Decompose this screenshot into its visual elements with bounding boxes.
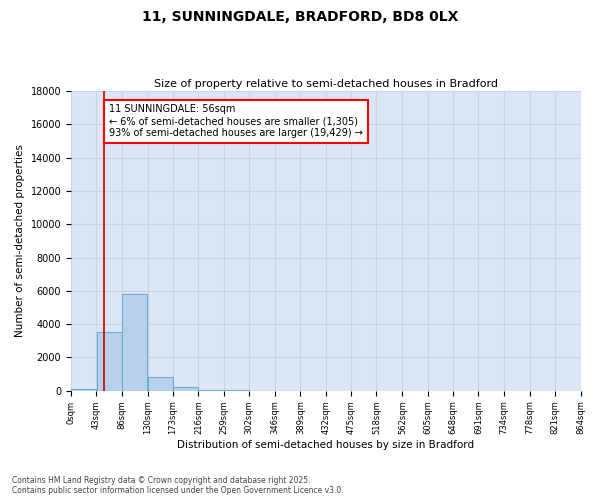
Y-axis label: Number of semi-detached properties: Number of semi-detached properties xyxy=(15,144,25,338)
Bar xyxy=(97,332,122,390)
Title: Size of property relative to semi-detached houses in Bradford: Size of property relative to semi-detach… xyxy=(154,79,498,89)
X-axis label: Distribution of semi-detached houses by size in Bradford: Distribution of semi-detached houses by … xyxy=(177,440,475,450)
Bar xyxy=(173,388,198,390)
Bar xyxy=(122,294,147,390)
Text: Contains HM Land Registry data © Crown copyright and database right 2025.
Contai: Contains HM Land Registry data © Crown c… xyxy=(12,476,344,495)
Text: 11 SUNNINGDALE: 56sqm
← 6% of semi-detached houses are smaller (1,305)
93% of se: 11 SUNNINGDALE: 56sqm ← 6% of semi-detac… xyxy=(109,104,363,138)
Bar xyxy=(71,388,96,390)
Bar xyxy=(148,378,173,390)
Text: 11, SUNNINGDALE, BRADFORD, BD8 0LX: 11, SUNNINGDALE, BRADFORD, BD8 0LX xyxy=(142,10,458,24)
